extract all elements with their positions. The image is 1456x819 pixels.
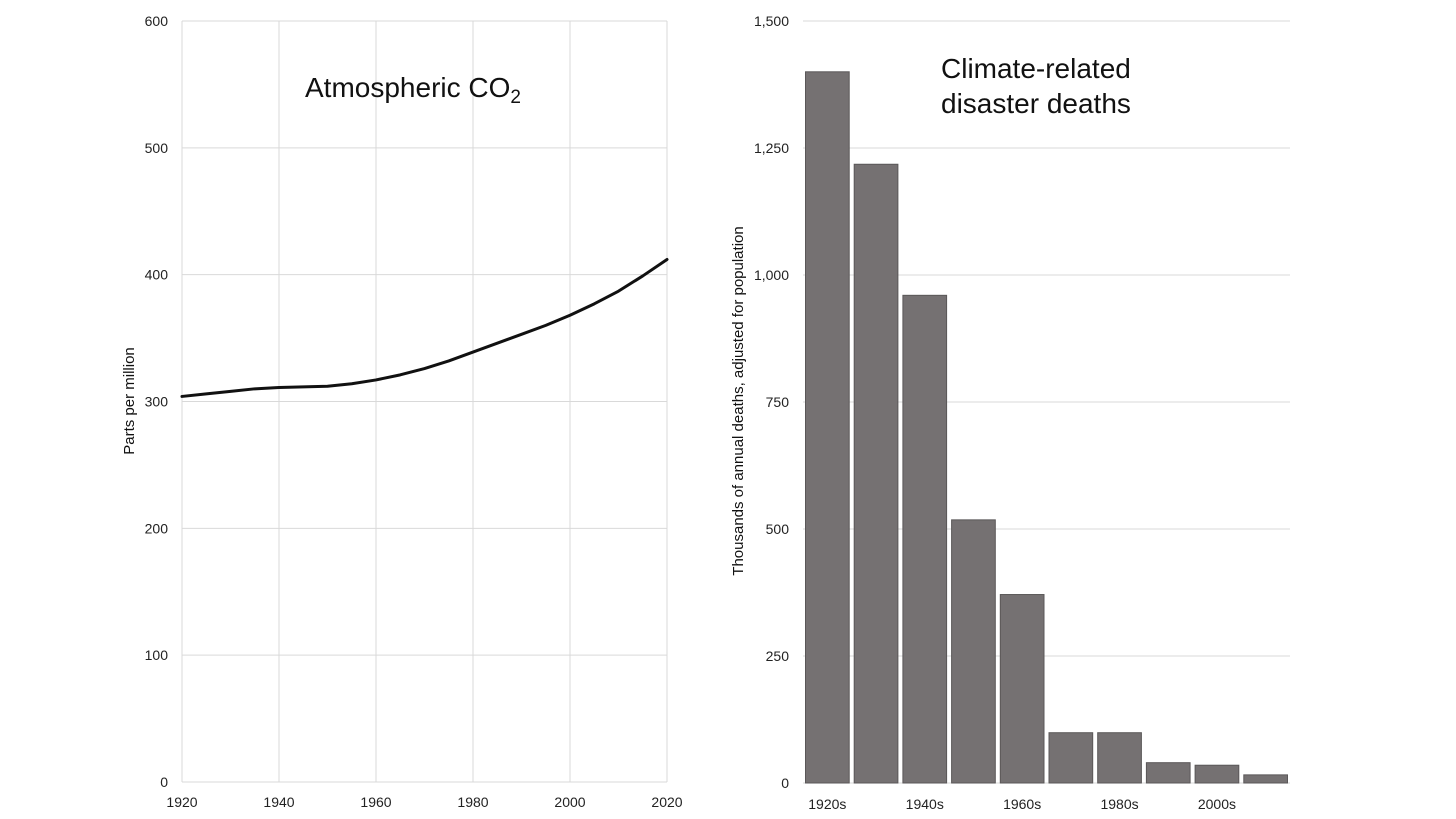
deaths-chart-title-line-1: Climate-related bbox=[941, 53, 1131, 84]
co2-series bbox=[180, 257, 669, 398]
co2-y-tick-label: 100 bbox=[145, 647, 169, 663]
deaths-chart-title-line-2: disaster deaths bbox=[941, 88, 1131, 119]
co2-gridlines bbox=[181, 20, 668, 783]
co2-y-tick-label: 0 bbox=[160, 774, 168, 790]
deaths-y-tick-label: 1,250 bbox=[754, 140, 789, 156]
deaths-bar-1960s bbox=[999, 594, 1045, 784]
deaths-x-tick-label: 2000s bbox=[1198, 796, 1236, 812]
co2-title-subscript: 2 bbox=[510, 87, 521, 108]
co2-y-tick-label: 500 bbox=[145, 140, 169, 156]
co2-line-chart: 0 100 200 300 400 500 600 1920 1940 1960 1980 2000… bbox=[121, 13, 683, 810]
co2-title-main: Atmospheric CO bbox=[305, 72, 510, 103]
co2-x-tick-labels: 1920 1940 1960 1980 2000 2020 bbox=[166, 794, 682, 810]
co2-y-tick-label: 300 bbox=[145, 394, 169, 410]
deaths-bar-1980s bbox=[1097, 732, 1142, 784]
deaths-bar-chart: 0 250 500 750 1,000 1,250 1,500 1920s 1940s 1960… bbox=[730, 13, 1290, 812]
co2-x-tick-label: 1960 bbox=[360, 794, 391, 810]
deaths-y-tick-label: 1,000 bbox=[754, 267, 789, 283]
co2-x-tick-label: 2020 bbox=[651, 794, 682, 810]
deaths-bars bbox=[805, 71, 1289, 784]
deaths-y-tick-label: 500 bbox=[766, 521, 790, 537]
co2-x-tick-label: 1940 bbox=[263, 794, 294, 810]
deaths-bar-2000s bbox=[1194, 764, 1240, 784]
deaths-x-tick-label: 1980s bbox=[1100, 796, 1138, 812]
co2-series-line bbox=[180, 257, 669, 398]
deaths-x-tick-label: 1920s bbox=[808, 796, 846, 812]
deaths-y-tick-label: 1,500 bbox=[754, 13, 789, 29]
deaths-x-tick-labels: 1920s 1940s 1960s 1980s 2000s bbox=[808, 796, 1236, 812]
deaths-y-tick-label: 750 bbox=[766, 394, 790, 410]
deaths-bar-1950s bbox=[951, 519, 996, 784]
deaths-y-tick-label: 0 bbox=[781, 775, 789, 791]
deaths-y-tick-labels: 0 250 500 750 1,000 1,250 1,500 bbox=[754, 13, 789, 791]
deaths-bar-1930s bbox=[853, 163, 899, 784]
deaths-x-tick-label: 1960s bbox=[1003, 796, 1041, 812]
co2-y-tick-label: 200 bbox=[145, 520, 169, 536]
co2-y-tick-labels: 0 100 200 300 400 500 600 bbox=[145, 13, 169, 790]
deaths-bar-1990s bbox=[1145, 762, 1191, 784]
deaths-y-tick-label: 250 bbox=[766, 648, 790, 664]
deaths-bar-1970s bbox=[1048, 732, 1094, 784]
deaths-bar-1940s bbox=[902, 294, 948, 784]
co2-x-tick-label: 1980 bbox=[457, 794, 488, 810]
co2-y-tick-label: 400 bbox=[145, 267, 169, 283]
co2-x-tick-label: 1920 bbox=[166, 794, 197, 810]
deaths-x-tick-label: 1940s bbox=[906, 796, 944, 812]
co2-y-tick-label: 600 bbox=[145, 13, 169, 29]
co2-chart-title: Atmospheric CO2 bbox=[305, 72, 521, 108]
co2-y-axis-title: Parts per million bbox=[121, 347, 138, 455]
co2-x-tick-label: 2000 bbox=[554, 794, 585, 810]
deaths-bar-1920s bbox=[805, 71, 850, 784]
deaths-bar-2010s bbox=[1243, 774, 1289, 784]
deaths-y-axis-title: Thousands of annual deaths, adjusted for… bbox=[730, 226, 747, 575]
